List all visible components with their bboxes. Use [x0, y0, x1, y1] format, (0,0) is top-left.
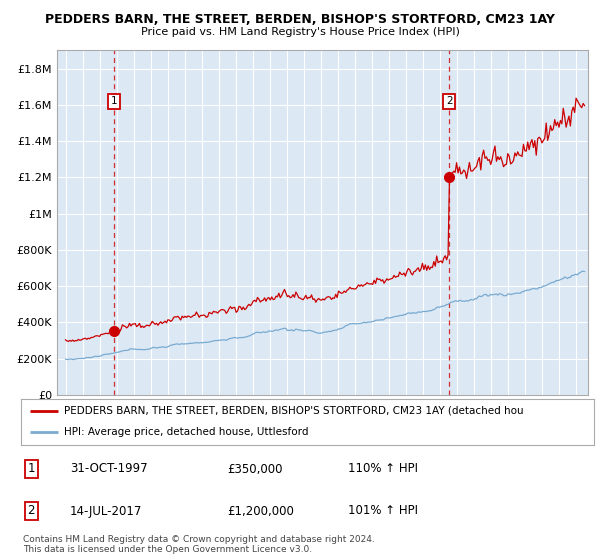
- Text: 31-OCT-1997: 31-OCT-1997: [70, 463, 148, 475]
- Text: PEDDERS BARN, THE STREET, BERDEN, BISHOP'S STORTFORD, CM23 1AY (detached hou: PEDDERS BARN, THE STREET, BERDEN, BISHOP…: [64, 406, 524, 416]
- Text: Price paid vs. HM Land Registry's House Price Index (HPI): Price paid vs. HM Land Registry's House …: [140, 27, 460, 37]
- Text: £350,000: £350,000: [227, 463, 283, 475]
- Text: 2: 2: [446, 96, 452, 106]
- Text: Contains HM Land Registry data © Crown copyright and database right 2024.
This d: Contains HM Land Registry data © Crown c…: [23, 535, 374, 554]
- Text: HPI: Average price, detached house, Uttlesford: HPI: Average price, detached house, Uttl…: [64, 427, 308, 437]
- Text: 101% ↑ HPI: 101% ↑ HPI: [347, 505, 418, 517]
- Text: 1: 1: [110, 96, 117, 106]
- Text: £1,200,000: £1,200,000: [227, 505, 294, 517]
- Text: 110% ↑ HPI: 110% ↑ HPI: [347, 463, 418, 475]
- Text: 14-JUL-2017: 14-JUL-2017: [70, 505, 142, 517]
- Text: 2: 2: [28, 505, 35, 517]
- Text: PEDDERS BARN, THE STREET, BERDEN, BISHOP'S STORTFORD, CM23 1AY: PEDDERS BARN, THE STREET, BERDEN, BISHOP…: [45, 13, 555, 26]
- Text: 1: 1: [28, 463, 35, 475]
